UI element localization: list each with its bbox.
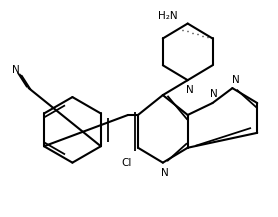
Text: N: N [161,168,169,178]
Text: N: N [186,85,193,95]
Text: N: N [210,89,217,99]
Text: H₂N: H₂N [158,11,178,21]
Text: N: N [232,75,239,85]
Text: N: N [12,65,20,75]
Text: Cl: Cl [121,158,131,168]
